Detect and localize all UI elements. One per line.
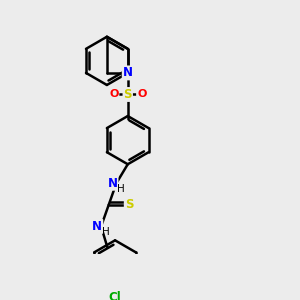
Text: S: S: [124, 88, 132, 101]
Text: H: H: [102, 227, 109, 237]
Text: O: O: [137, 89, 146, 100]
Text: O: O: [109, 89, 119, 100]
Text: Cl: Cl: [109, 291, 122, 300]
Text: N: N: [107, 177, 118, 190]
Text: N: N: [123, 66, 133, 80]
Text: H: H: [117, 184, 124, 194]
Text: N: N: [92, 220, 102, 233]
Text: S: S: [125, 198, 133, 211]
